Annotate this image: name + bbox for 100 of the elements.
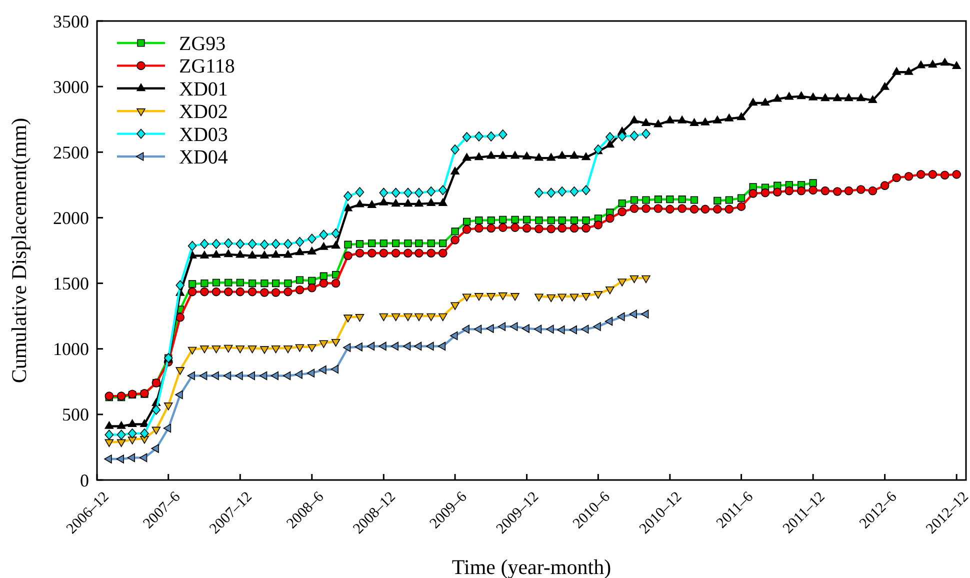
y-tick-label: 0 — [80, 470, 89, 490]
point — [295, 344, 304, 352]
point — [127, 453, 135, 462]
point — [462, 294, 472, 302]
point — [570, 186, 579, 196]
point — [260, 346, 269, 354]
point — [558, 294, 566, 302]
point — [414, 313, 424, 322]
point — [320, 272, 328, 280]
point — [139, 453, 148, 462]
point — [486, 324, 494, 333]
point — [308, 344, 316, 352]
point — [604, 316, 613, 326]
point — [152, 426, 161, 435]
point — [248, 279, 256, 288]
point — [151, 444, 159, 453]
point — [248, 346, 257, 354]
point — [366, 342, 375, 351]
point — [510, 293, 520, 301]
point — [296, 276, 304, 284]
point — [284, 346, 292, 354]
point — [426, 186, 436, 196]
point — [284, 279, 292, 288]
point — [223, 371, 232, 380]
point — [379, 188, 388, 198]
point — [404, 313, 412, 322]
point — [570, 216, 578, 224]
point — [414, 342, 422, 351]
point — [200, 238, 209, 249]
point — [284, 238, 292, 249]
point — [128, 428, 137, 438]
point — [295, 236, 304, 247]
point — [308, 276, 316, 284]
point — [318, 365, 326, 374]
point — [188, 240, 197, 251]
point — [391, 188, 400, 198]
point — [450, 331, 458, 340]
point — [152, 404, 161, 415]
point — [618, 278, 626, 286]
point — [187, 371, 195, 380]
point — [558, 186, 566, 196]
point — [104, 454, 112, 464]
point — [415, 239, 423, 248]
point — [235, 371, 243, 380]
point — [294, 370, 302, 379]
point — [319, 230, 328, 240]
point — [319, 340, 328, 348]
point — [450, 144, 460, 155]
point — [272, 279, 280, 288]
point — [581, 324, 589, 334]
point — [582, 216, 590, 224]
point — [499, 216, 507, 224]
point — [438, 185, 448, 196]
point — [630, 196, 638, 204]
point — [378, 342, 386, 351]
point — [199, 371, 208, 380]
point — [330, 364, 339, 374]
y-tick-label: 1500 — [53, 274, 89, 294]
point — [392, 239, 400, 248]
point — [569, 325, 577, 334]
point — [438, 313, 448, 322]
point — [522, 216, 531, 224]
point — [654, 196, 662, 204]
point — [642, 196, 650, 204]
point — [534, 324, 542, 334]
point — [164, 402, 173, 410]
point — [390, 342, 399, 351]
point — [427, 239, 435, 248]
point — [247, 371, 255, 380]
point — [474, 324, 482, 334]
point — [486, 293, 496, 301]
point — [474, 293, 484, 301]
point — [582, 293, 590, 301]
point — [725, 196, 733, 204]
point — [188, 280, 196, 288]
point — [116, 439, 126, 447]
point — [618, 131, 626, 142]
point — [344, 240, 352, 248]
point — [236, 238, 245, 249]
point — [557, 325, 565, 334]
point — [175, 390, 183, 400]
y-axis-title: Cumulative Displacement(mm) — [7, 118, 31, 384]
point — [211, 371, 219, 380]
point — [104, 439, 114, 447]
point — [438, 342, 446, 351]
point — [558, 216, 566, 224]
point — [236, 346, 245, 354]
point — [498, 129, 508, 140]
point — [426, 313, 436, 322]
point — [402, 342, 411, 351]
point — [462, 132, 472, 142]
legend-label: ZG93 — [179, 33, 226, 55]
point — [163, 424, 172, 433]
point — [486, 131, 496, 142]
point — [630, 275, 639, 284]
point — [282, 371, 291, 380]
point — [594, 291, 603, 299]
point — [188, 346, 197, 355]
point — [510, 322, 518, 331]
point — [224, 278, 232, 286]
